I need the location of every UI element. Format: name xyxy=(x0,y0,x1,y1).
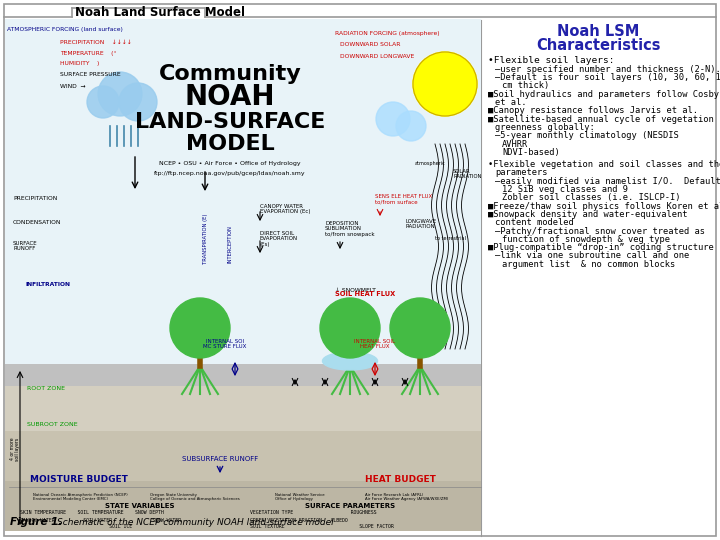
Text: GREEN VEGETATION FRACTION   ALBEDO: GREEN VEGETATION FRACTION ALBEDO xyxy=(250,517,348,523)
Text: SOIL ICE: SOIL ICE xyxy=(20,524,132,530)
Text: parameters: parameters xyxy=(495,168,547,178)
Text: DEPOSITION
SUBLIMATION
to/from snowpack: DEPOSITION SUBLIMATION to/from snowpack xyxy=(325,221,374,237)
Text: –Default is four soil layers (10, 30, 60, 100: –Default is four soil layers (10, 30, 60… xyxy=(495,73,720,82)
Text: VEGETATION TYPE                    ROUGHNESS: VEGETATION TYPE ROUGHNESS xyxy=(250,510,377,516)
Bar xyxy=(5,364,481,386)
Text: –Patchy/fractional snow cover treated as: –Patchy/fractional snow cover treated as xyxy=(495,226,705,235)
Text: •Flexible soil layers:: •Flexible soil layers: xyxy=(488,56,614,65)
Bar xyxy=(5,481,481,531)
Text: 12 SiB veg classes and 9: 12 SiB veg classes and 9 xyxy=(502,185,628,194)
Text: LAND-SURFACE: LAND-SURFACE xyxy=(135,112,325,132)
Bar xyxy=(5,19,481,366)
Text: SKIN TEMPERATURE    SOIL TEMPERATURE    SNOW DEPTH: SKIN TEMPERATURE SOIL TEMPERATURE SNOW D… xyxy=(20,510,163,516)
Text: Figure 1.: Figure 1. xyxy=(10,517,63,527)
Text: Schematic of the NCEP community NOAH land-surface model: Schematic of the NCEP community NOAH lan… xyxy=(57,518,333,527)
Text: PRECIPITATION    ↓↓↓↓: PRECIPITATION ↓↓↓↓ xyxy=(60,39,132,44)
Text: CONDENSATION: CONDENSATION xyxy=(13,219,61,225)
Text: ROOT ZONE: ROOT ZONE xyxy=(27,387,65,392)
Text: SOIL HEAT FLUX: SOIL HEAT FLUX xyxy=(335,291,395,297)
Text: AVHRR: AVHRR xyxy=(502,139,528,148)
Text: et al.: et al. xyxy=(495,98,526,107)
Text: MOISTURE BUDGET: MOISTURE BUDGET xyxy=(30,475,128,483)
Text: Noah LSM: Noah LSM xyxy=(557,24,639,39)
Circle shape xyxy=(396,111,426,141)
Text: CANOPY WATER
EVAPORATION (Ec): CANOPY WATER EVAPORATION (Ec) xyxy=(260,204,310,214)
Text: CANOPY WATER          SOIL WATER              SNOW WATER: CANOPY WATER SOIL WATER SNOW WATER xyxy=(20,517,181,523)
Text: ↓ SNOWMELT: ↓ SNOWMELT xyxy=(335,287,376,293)
Text: TEMPERATURE    (°: TEMPERATURE (° xyxy=(60,51,117,56)
Text: ■Satellite-based annual cycle of vegetation: ■Satellite-based annual cycle of vegetat… xyxy=(488,114,714,124)
Text: NOAH: NOAH xyxy=(185,83,275,111)
Bar xyxy=(5,386,481,431)
Text: –easily modified via namelist I/O.  Default:: –easily modified via namelist I/O. Defau… xyxy=(495,177,720,186)
Text: 4 or more
soil layers: 4 or more soil layers xyxy=(9,437,20,461)
Text: PRECIPITATION: PRECIPITATION xyxy=(13,197,58,201)
Circle shape xyxy=(119,83,157,121)
Text: ■Snowpack density and water-equivalent: ■Snowpack density and water-equivalent xyxy=(488,210,688,219)
Text: Air Force Research Lab (AFRL)
Air Force Weather Agency (AFWA/WXE/ZM): Air Force Research Lab (AFRL) Air Force … xyxy=(365,492,449,501)
Text: SURFACE PARAMETERS: SURFACE PARAMETERS xyxy=(305,503,395,509)
Circle shape xyxy=(170,298,230,358)
Text: NDVI-based): NDVI-based) xyxy=(502,148,559,157)
Circle shape xyxy=(413,52,477,116)
Text: to terrestrial: to terrestrial xyxy=(435,237,466,241)
Text: TRANSPIRATION (E): TRANSPIRATION (E) xyxy=(202,214,207,264)
Text: INTERNAL SOIL
HEAT FLUX: INTERNAL SOIL HEAT FLUX xyxy=(354,339,395,349)
Bar xyxy=(5,431,481,481)
Text: INTERCEPTION: INTERCEPTION xyxy=(228,225,233,263)
Text: ■Canopy resistance follows Jarvis et al.: ■Canopy resistance follows Jarvis et al. xyxy=(488,106,698,116)
Text: HUMIDITY    ): HUMIDITY ) xyxy=(60,62,99,66)
Text: ftp://ftp.ncep.noaa.gov/pub/gcep/ldas/noah.smy: ftp://ftp.ncep.noaa.gov/pub/gcep/ldas/no… xyxy=(154,172,306,177)
Text: DIRECT SOIL
EVAPORATION
(Es): DIRECT SOIL EVAPORATION (Es) xyxy=(260,231,298,247)
Text: LONGWAVE
RADIATION: LONGWAVE RADIATION xyxy=(405,219,436,230)
Text: SOLAR
RADIATION: SOLAR RADIATION xyxy=(453,168,482,179)
Text: Zobler soil classes (i.e. ISLCP-I): Zobler soil classes (i.e. ISLCP-I) xyxy=(502,193,680,202)
Text: STATE VARIABLES: STATE VARIABLES xyxy=(105,503,175,509)
Text: HEAT BUDGET: HEAT BUDGET xyxy=(365,475,436,483)
Text: –user specified number and thickness (2-N).: –user specified number and thickness (2-… xyxy=(495,65,720,74)
Text: INTERNAL SOI
MC STURE FLUX: INTERNAL SOI MC STURE FLUX xyxy=(203,339,247,349)
Text: SUBSURFACE RUNOFF: SUBSURFACE RUNOFF xyxy=(182,456,258,462)
Text: function of snowdepth & veg type: function of snowdepth & veg type xyxy=(502,235,670,244)
Text: Oregon State University
College of Oceanic and Atmospheric Sciences: Oregon State University College of Ocean… xyxy=(150,492,240,501)
Text: National Weather Service
Office of Hydrology: National Weather Service Office of Hydro… xyxy=(275,492,325,501)
Text: RADIATION FORCING (atmosphere): RADIATION FORCING (atmosphere) xyxy=(335,31,440,37)
Text: DOWNWARD SOLAR: DOWNWARD SOLAR xyxy=(340,43,400,48)
Text: –link via one subroutine call and one: –link via one subroutine call and one xyxy=(495,252,689,260)
Text: ■Freeze/thaw soil physics follows Koren et al.: ■Freeze/thaw soil physics follows Koren … xyxy=(488,201,720,211)
Text: Community: Community xyxy=(158,64,302,84)
Text: –5-year monthly climatology (NESDIS: –5-year monthly climatology (NESDIS xyxy=(495,131,679,140)
Text: greenness globally:: greenness globally: xyxy=(495,123,595,132)
Circle shape xyxy=(98,72,142,116)
Circle shape xyxy=(376,102,410,136)
Ellipse shape xyxy=(323,352,377,370)
Text: NCEP • OSU • Air Force • Office of Hydrology: NCEP • OSU • Air Force • Office of Hydro… xyxy=(159,161,301,166)
Text: SENS ELE HEAT FLUX
to/from surface: SENS ELE HEAT FLUX to/from surface xyxy=(375,194,432,205)
Text: ■Plug-compatible “drop-in” coding structure: ■Plug-compatible “drop-in” coding struct… xyxy=(488,243,714,252)
Circle shape xyxy=(87,86,119,118)
Text: cm thick): cm thick) xyxy=(502,82,549,90)
Text: SUBROOT ZONE: SUBROOT ZONE xyxy=(27,422,78,427)
Text: Characteristics: Characteristics xyxy=(536,37,661,52)
Text: SURFACE PRESSURE: SURFACE PRESSURE xyxy=(60,72,121,78)
Text: INFILTRATION: INFILTRATION xyxy=(25,281,70,287)
Text: MODEL: MODEL xyxy=(186,134,274,154)
Text: ■Soil hydraulics and parameters follow Cosby: ■Soil hydraulics and parameters follow C… xyxy=(488,90,719,99)
Text: SOIL TEXTURE                          SLOPE FACTOR: SOIL TEXTURE SLOPE FACTOR xyxy=(250,524,394,530)
Text: content modeled: content modeled xyxy=(495,218,574,227)
Text: Noah Land Surface Model: Noah Land Surface Model xyxy=(75,6,245,19)
Text: National Oceanic Atmospheric Prediction (NCEP)
Environmental Modeling Center (EM: National Oceanic Atmospheric Prediction … xyxy=(33,492,127,501)
Text: atmospheric: atmospheric xyxy=(415,161,446,166)
Text: argument list  & no common blocks: argument list & no common blocks xyxy=(502,260,675,269)
Text: WIND  →: WIND → xyxy=(60,84,86,89)
Text: •Flexible vegetation and soil classes and their: •Flexible vegetation and soil classes an… xyxy=(488,160,720,169)
Text: ATMOSPHERIC FORCING (land surface): ATMOSPHERIC FORCING (land surface) xyxy=(7,26,123,31)
Text: DOWNWARD LONGWAVE: DOWNWARD LONGWAVE xyxy=(340,53,414,58)
Text: SURFACE
RUNOFF: SURFACE RUNOFF xyxy=(13,241,37,252)
Circle shape xyxy=(320,298,380,358)
Circle shape xyxy=(390,298,450,358)
